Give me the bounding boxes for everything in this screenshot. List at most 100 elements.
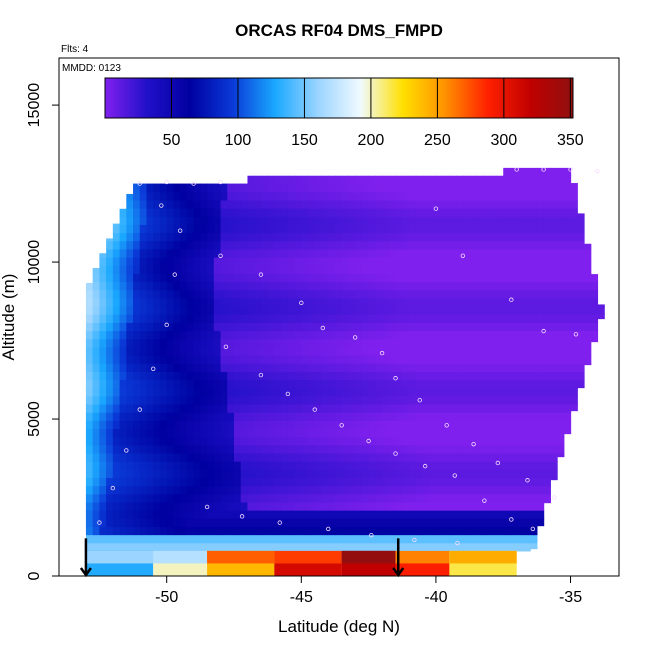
field-cell	[281, 346, 289, 356]
field-cell	[159, 469, 168, 479]
field-cell	[422, 371, 430, 381]
field-cell	[153, 346, 161, 356]
field-cell	[361, 354, 370, 364]
field-cell	[395, 452, 403, 462]
field-cell	[119, 289, 127, 299]
field-cell	[361, 452, 370, 462]
field-cell	[314, 452, 323, 462]
field-cell	[409, 371, 417, 381]
field-cell	[267, 501, 275, 511]
field-cell	[240, 436, 249, 446]
field-cell	[368, 199, 376, 209]
field-cell	[509, 534, 518, 544]
field-cell	[193, 183, 201, 193]
field-cell	[180, 314, 188, 323]
field-cell	[429, 265, 437, 274]
field-cell	[415, 306, 424, 315]
field-cell	[509, 469, 518, 479]
field-cell	[274, 354, 282, 364]
field-cell	[294, 387, 302, 397]
field-cell	[166, 232, 175, 242]
field-cell	[489, 493, 498, 503]
field-cell	[193, 387, 201, 397]
field-cell	[368, 420, 376, 430]
field-cell	[159, 289, 168, 299]
field-cell	[92, 371, 100, 381]
field-cell	[220, 387, 228, 397]
field-cell	[543, 403, 551, 413]
field-cell	[260, 346, 269, 356]
field-cell	[334, 175, 343, 185]
field-cell	[254, 395, 262, 405]
field-cell	[590, 306, 599, 315]
field-cell	[281, 306, 289, 315]
field-cell	[469, 542, 477, 552]
field-cell	[133, 379, 141, 389]
field-cell	[213, 501, 222, 511]
field-cell	[516, 216, 525, 225]
field-cell	[186, 363, 195, 372]
field-cell	[429, 338, 437, 348]
field-cell	[503, 534, 511, 544]
field-cell	[496, 526, 504, 536]
field-cell	[247, 322, 255, 332]
field-cell	[308, 428, 316, 438]
field-cell	[328, 469, 336, 479]
field-cell	[126, 501, 134, 511]
field-cell	[348, 257, 356, 266]
field-cell	[207, 199, 215, 209]
field-cell	[207, 281, 215, 291]
field-cell	[429, 363, 437, 372]
field-cell	[557, 371, 565, 381]
field-cell	[449, 322, 457, 332]
field-cell	[314, 265, 323, 274]
field-cell	[496, 501, 504, 511]
field-cell	[133, 485, 141, 495]
field-cell	[409, 510, 417, 519]
field-cell	[536, 518, 545, 527]
field-cell	[220, 452, 228, 462]
field-cell	[133, 322, 141, 332]
field-cell	[146, 183, 154, 193]
field-cell	[173, 428, 181, 438]
field-cell	[159, 477, 168, 487]
field-cell	[523, 452, 531, 462]
field-cell	[442, 273, 450, 283]
field-cell	[483, 297, 491, 307]
field-cell	[133, 363, 141, 372]
field-cell	[213, 469, 222, 479]
field-cell	[321, 493, 329, 503]
field-cell	[550, 175, 558, 185]
field-cell	[133, 412, 141, 421]
field-cell	[314, 216, 323, 225]
field-cell	[260, 191, 269, 201]
x-tick-label: -50	[155, 589, 178, 606]
field-cell	[186, 297, 195, 307]
field-cell	[85, 346, 94, 356]
field-cell	[334, 322, 343, 332]
field-cell	[489, 265, 498, 274]
field-cell	[207, 354, 215, 364]
field-cell	[247, 240, 255, 250]
field-cell	[577, 354, 585, 364]
field-cell	[402, 518, 410, 527]
field-cell	[361, 534, 370, 544]
field-cell	[422, 542, 430, 552]
field-cell	[281, 330, 289, 340]
field-cell	[382, 526, 390, 536]
field-cell	[536, 477, 545, 487]
field-cell	[240, 354, 249, 364]
field-cell	[563, 175, 572, 185]
field-cell	[536, 493, 545, 503]
field-cell	[240, 518, 249, 527]
field-cell	[516, 485, 525, 495]
field-cell	[395, 273, 403, 283]
field-cell	[166, 461, 175, 470]
field-cell	[314, 420, 323, 430]
field-cell	[543, 354, 551, 364]
field-cell	[119, 216, 127, 225]
field-cell	[92, 363, 100, 372]
field-cell	[314, 395, 323, 405]
field-cell	[449, 526, 457, 536]
field-cell	[112, 248, 121, 258]
